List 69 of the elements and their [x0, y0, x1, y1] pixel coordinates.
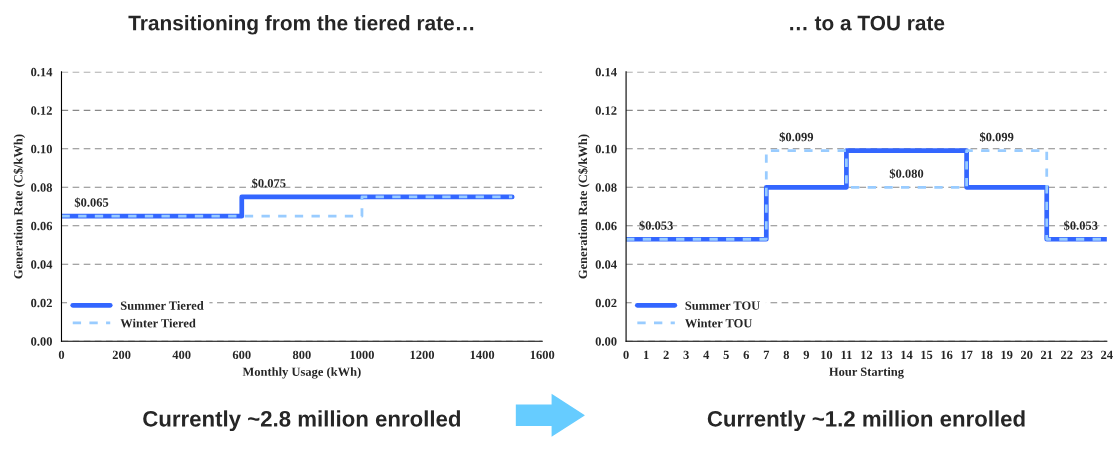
y-tick-label: 0.00 [31, 337, 52, 346]
y-tick-label: 0.04 [595, 260, 617, 269]
annotation: $0.075 [252, 178, 286, 189]
y-tick-label: 0.14 [595, 67, 617, 77]
x-tick-label: 200 [112, 350, 131, 360]
x-tick-label: 400 [172, 350, 191, 360]
x-tick-label: 600 [232, 350, 251, 360]
y-tick-label: 0.10 [31, 144, 52, 154]
chart-title: Transitioning from the tiered rate… [128, 15, 474, 35]
x-tick-label: 1 [643, 350, 649, 359]
y-tick-label: 0.08 [595, 183, 617, 192]
y-tick-label: 0.06 [595, 221, 617, 231]
chart-title: … to a TOU rate [790, 15, 945, 31]
x-tick-label: 17 [961, 350, 973, 359]
x-axis-title: Hour Starting [829, 367, 904, 379]
x-tick-label: 12 [861, 350, 873, 359]
y-tick-label: 0.06 [31, 221, 53, 231]
x-tick-label: 1000 [350, 350, 374, 360]
y-tick-label: 0.02 [31, 298, 52, 308]
y-tick-label: 0.14 [31, 67, 53, 77]
annotation: $0.099 [979, 132, 1014, 143]
y-tick-label: 0.08 [31, 183, 53, 192]
x-tick-label: 7 [763, 350, 770, 359]
text: Currently ~1.2 million enrolled [707, 410, 1025, 432]
annotation: $0.065 [74, 197, 109, 208]
x-tick-label: 10 [821, 350, 833, 360]
x-tick-label: 15 [921, 350, 933, 360]
x-tick-label: 16 [941, 350, 953, 360]
x-tick-label: 1600 [530, 350, 555, 360]
y-tick-label: 0.12 [31, 106, 52, 115]
x-tick-label: 6 [743, 350, 750, 360]
annotation: $0.053 [639, 220, 673, 231]
x-tick-label: 19 [1001, 350, 1013, 360]
annotation: $0.053 [1064, 220, 1098, 231]
x-tick-label: 800 [292, 350, 311, 360]
y-axis-title: Generation Rate (C$/kWh) [13, 134, 26, 279]
x-tick-label: 9 [803, 350, 810, 360]
x-tick-label: 8 [783, 350, 790, 360]
y-tick-label: 0.02 [595, 298, 617, 308]
legend-label: Winter Tiered [120, 318, 196, 328]
x-tick-label: 14 [901, 350, 913, 359]
x-tick-label: 5 [723, 350, 729, 360]
annotation: $0.099 [779, 132, 814, 143]
x-tick-label: 4 [703, 350, 710, 359]
x-tick-label: 20 [1020, 350, 1033, 360]
annotation: $0.080 [889, 168, 924, 179]
legend-label: Winter TOU [685, 318, 753, 328]
y-tick-label: 0.12 [595, 106, 617, 115]
x-tick-label: 0 [58, 350, 65, 360]
x-tick-label: 18 [981, 350, 993, 360]
y-tick-label: 0.04 [31, 260, 53, 269]
y-tick-label: 0.00 [595, 337, 617, 346]
legend-label: Summer TOU [685, 301, 760, 310]
x-tick-label: 0 [623, 350, 629, 360]
x-tick-label: 3 [683, 350, 689, 360]
x-tick-label: 2 [663, 350, 669, 359]
legend-label: Summer Tiered [120, 300, 204, 310]
text: Currently ~2.8 million enrolled [143, 410, 461, 432]
y-axis-title: Generation Rate (C$/kWh) [577, 134, 590, 279]
x-tick-label: 21 [1041, 350, 1053, 359]
x-tick-label: 13 [881, 350, 893, 360]
x-tick-label: 1200 [410, 350, 435, 360]
y-tick-label: 0.10 [595, 144, 617, 154]
x-tick-label: 1400 [470, 350, 495, 360]
x-tick-label: 23 [1081, 350, 1093, 360]
x-tick-label: 22 [1061, 350, 1073, 359]
x-axis-title: Monthly Usage (kWh) [242, 367, 361, 379]
x-tick-label: 24 [1101, 350, 1113, 359]
x-tick-label: 11 [841, 350, 852, 359]
